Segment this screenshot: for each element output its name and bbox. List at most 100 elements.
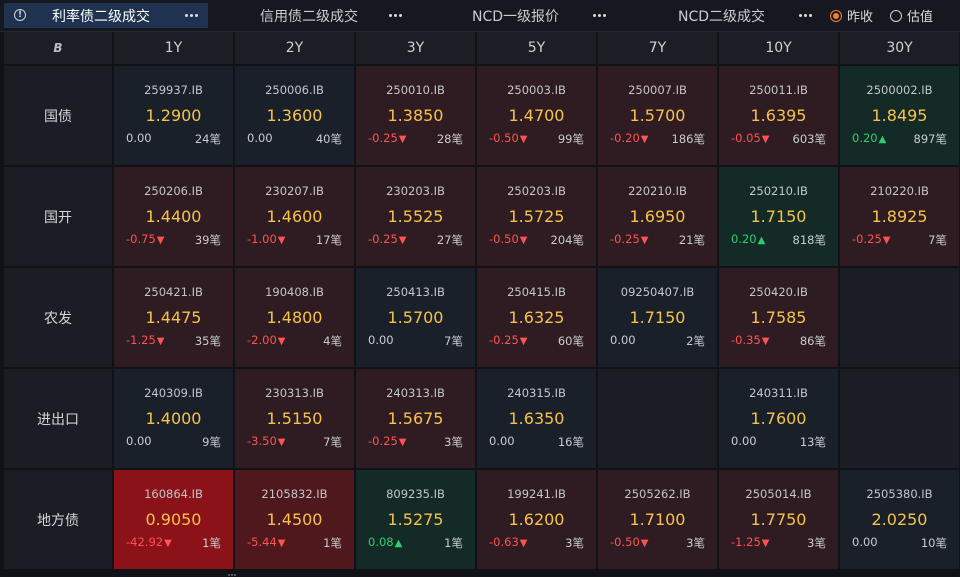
- bond-cell[interactable]: 250420.IB 1.7585 -0.35▼ 86笔: [719, 268, 838, 367]
- tab-label: NCD一级报价: [472, 8, 560, 25]
- bond-yield: 0.9050: [145, 510, 202, 529]
- yield-change: -0.63▼: [489, 535, 527, 549]
- bottom-resize-handle[interactable]: [228, 574, 238, 576]
- bond-cell[interactable]: 230207.IB 1.4600 -1.00▼ 17笔: [235, 167, 354, 266]
- yield-change: -0.75▼: [126, 232, 164, 246]
- bond-cell[interactable]: 230313.IB 1.5150 -3.50▼ 7笔: [235, 369, 354, 468]
- bond-cell[interactable]: 240313.IB 1.5675 -0.25▼ 3笔: [356, 369, 475, 468]
- tab-ncd-secondary[interactable]: NCD二级成交: [620, 3, 822, 28]
- radio-checked-icon[interactable]: [830, 9, 842, 22]
- column-header-2y[interactable]: 2Y: [235, 32, 354, 64]
- bond-cell[interactable]: 09250407.IB 1.7150 0.00 2笔: [598, 268, 717, 367]
- tab-ncd-primary-quote[interactable]: NCD一级报价: [416, 3, 616, 28]
- trade-count: 1笔: [202, 536, 221, 550]
- bond-yield: 1.7150: [750, 207, 807, 226]
- trade-count: 86笔: [799, 334, 826, 348]
- tab-credit-bond-secondary[interactable]: 信用债二级成交: [212, 3, 412, 28]
- bond-yield: 1.7600: [750, 409, 807, 428]
- change-value: -2.00: [247, 333, 277, 347]
- bond-cell[interactable]: 2505262.IB 1.7100 -0.50▼ 3笔: [598, 470, 717, 569]
- tab-bar: ! 利率债二级成交 信用债二级成交 NCD一级报价 NCD二级成交 昨收 估值: [0, 0, 960, 32]
- radio-prev-close[interactable]: 昨收: [830, 3, 873, 28]
- bond-cell[interactable]: 250206.IB 1.4400 -0.75▼ 39笔: [114, 167, 233, 266]
- bond-cell[interactable]: 250003.IB 1.4700 -0.50▼ 99笔: [477, 66, 596, 165]
- trade-count: 3笔: [565, 536, 584, 550]
- trade-count: 13笔: [799, 435, 826, 449]
- column-header-3y[interactable]: 3Y: [356, 32, 475, 64]
- bond-code: 259937.IB: [144, 83, 203, 97]
- bond-cell[interactable]: 259937.IB 1.2900 0.00 24笔: [114, 66, 233, 165]
- more-dots-icon[interactable]: [389, 3, 402, 28]
- bond-code: 220210.IB: [628, 184, 687, 198]
- yield-change: -0.25▼: [489, 333, 527, 347]
- radio-unchecked-icon[interactable]: [890, 9, 902, 22]
- trade-count: 818笔: [792, 233, 826, 247]
- column-header-7y[interactable]: 7Y: [598, 32, 717, 64]
- column-header-5y[interactable]: 5Y: [477, 32, 596, 64]
- more-dots-icon[interactable]: [799, 3, 812, 28]
- more-dots-icon[interactable]: [593, 3, 606, 28]
- bond-cell[interactable]: 250006.IB 1.3600 0.00 40笔: [235, 66, 354, 165]
- bond-code: 809235.IB: [386, 487, 445, 501]
- tab-rate-bond-secondary[interactable]: ! 利率债二级成交: [4, 3, 208, 28]
- yield-change: -2.00▼: [247, 333, 285, 347]
- bond-logo-icon: B: [53, 41, 63, 55]
- change-value: -0.05: [731, 131, 761, 145]
- bond-cell[interactable]: 250007.IB 1.5700 -0.20▼ 186笔: [598, 66, 717, 165]
- bond-yield: 1.6950: [629, 207, 686, 226]
- info-icon[interactable]: !: [14, 9, 26, 21]
- change-value: -42.92: [126, 535, 164, 549]
- bond-cell[interactable]: 199241.IB 1.6200 -0.63▼ 3笔: [477, 470, 596, 569]
- bond-cell[interactable]: 250421.IB 1.4475 -1.25▼ 35笔: [114, 268, 233, 367]
- bond-yield: 1.4800: [266, 308, 323, 327]
- bond-yield: 1.4700: [508, 106, 565, 125]
- bond-cell[interactable]: 809235.IB 1.5275 0.08▲ 1笔: [356, 470, 475, 569]
- yield-matrix: B 1Y 2Y 3Y 5Y 7Y 10Y 30Y 国债 259937.IB 1.2900 0.00 24…: [4, 32, 959, 569]
- bond-code: 2505014.IB: [745, 487, 812, 501]
- bond-cell[interactable]: 190408.IB 1.4800 -2.00▼ 4笔: [235, 268, 354, 367]
- bond-cell[interactable]: 250413.IB 1.5700 0.00 7笔: [356, 268, 475, 367]
- bond-cell[interactable]: 250415.IB 1.6325 -0.25▼ 60笔: [477, 268, 596, 367]
- bond-code: 2505262.IB: [624, 487, 691, 501]
- bond-cell[interactable]: 240309.IB 1.4000 0.00 9笔: [114, 369, 233, 468]
- bond-cell[interactable]: 240311.IB 1.7600 0.00 13笔: [719, 369, 838, 468]
- yield-change: 0.08▲: [368, 535, 402, 549]
- row-header: 农发: [4, 268, 112, 367]
- trade-count: 603笔: [792, 132, 826, 146]
- bond-cell[interactable]: 230203.IB 1.5525 -0.25▼ 27笔: [356, 167, 475, 266]
- bond-cell[interactable]: 210220.IB 1.8925 -0.25▼ 7笔: [840, 167, 959, 266]
- more-dots-icon[interactable]: [185, 3, 198, 28]
- trade-count: 60笔: [557, 334, 584, 348]
- bond-cell[interactable]: 240315.IB 1.6350 0.00 16笔: [477, 369, 596, 468]
- change-value: -0.25: [610, 232, 640, 246]
- column-header-30y[interactable]: 30Y: [840, 32, 959, 64]
- trade-count: 3笔: [686, 536, 705, 550]
- bond-code: 250007.IB: [628, 83, 687, 97]
- tab-label: 利率债二级成交: [52, 8, 150, 25]
- change-value: -0.25: [489, 333, 519, 347]
- change-value: -1.25: [731, 535, 761, 549]
- change-value: -0.25: [368, 232, 398, 246]
- bond-code: 240313.IB: [386, 386, 445, 400]
- bond-cell[interactable]: 250011.IB 1.6395 -0.05▼ 603笔: [719, 66, 838, 165]
- bond-cell[interactable]: 160864.IB 0.9050 -42.92▼ 1笔: [114, 470, 233, 569]
- column-header-10y[interactable]: 10Y: [719, 32, 838, 64]
- trade-count: 16笔: [557, 435, 584, 449]
- bond-code: 250415.IB: [507, 285, 566, 299]
- change-value: -1.25: [126, 333, 156, 347]
- bond-yield: 1.5675: [387, 409, 444, 428]
- bond-yield: 1.4500: [266, 510, 323, 529]
- bond-cell[interactable]: 2105832.IB 1.4500 -5.44▼ 1笔: [235, 470, 354, 569]
- trade-count: 1笔: [323, 536, 342, 550]
- bond-cell[interactable]: 250203.IB 1.5725 -0.50▼ 204笔: [477, 167, 596, 266]
- radio-valuation[interactable]: 估值: [890, 3, 933, 28]
- column-header-1y[interactable]: 1Y: [114, 32, 233, 64]
- yield-change: 0.20▲: [731, 232, 765, 246]
- bond-cell[interactable]: 2500002.IB 1.8495 0.20▲ 897笔: [840, 66, 959, 165]
- change-value: -0.25: [368, 131, 398, 145]
- bond-cell[interactable]: 250010.IB 1.3850 -0.25▼ 28笔: [356, 66, 475, 165]
- bond-cell[interactable]: 220210.IB 1.6950 -0.25▼ 21笔: [598, 167, 717, 266]
- bond-cell[interactable]: 2505380.IB 2.0250 0.00 10笔: [840, 470, 959, 569]
- bond-cell[interactable]: 250210.IB 1.7150 0.20▲ 818笔: [719, 167, 838, 266]
- bond-cell[interactable]: 2505014.IB 1.7750 -1.25▼ 3笔: [719, 470, 838, 569]
